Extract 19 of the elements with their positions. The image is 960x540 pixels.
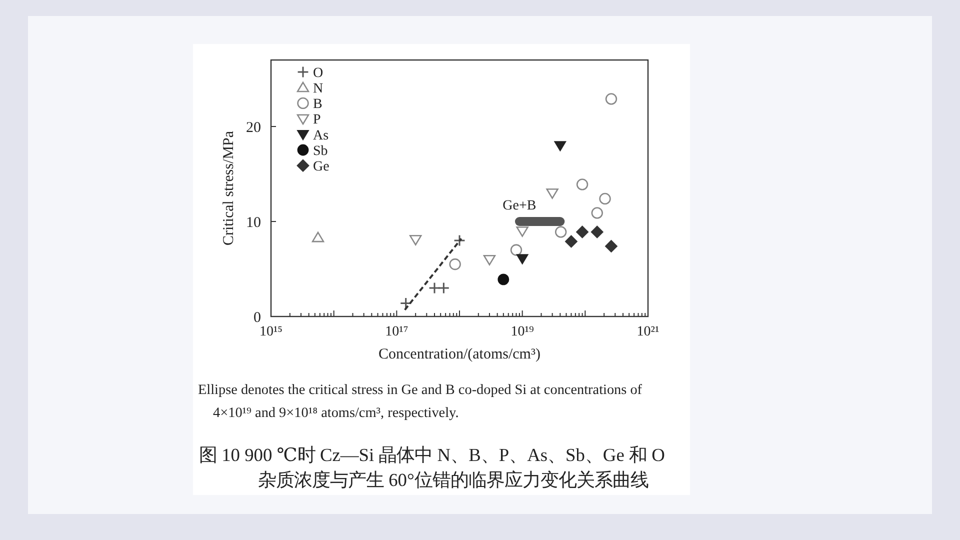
y-tick-label: 20 (246, 120, 261, 136)
y-tick-label: 0 (254, 310, 261, 326)
x-tick-label: 10²¹ (636, 324, 660, 340)
legend-label: N (313, 82, 324, 96)
x-axis-title: Concentration/(atoms/cm³) (378, 346, 540, 362)
caption: 图 10 900 ℃时 Cz—Si 晶体中 N、B、P、As、Sb、Ge 和 O 杂质浓度与产生 60°位错的临界应力变化关系曲线 (199, 444, 666, 492)
y-tick-label: 10 (246, 214, 261, 231)
y-axis-title: Critical stress/MPa (221, 130, 237, 246)
legend-label: As (313, 128, 329, 144)
legend-label: O (313, 66, 324, 81)
legend-label: Ge (313, 160, 330, 174)
x-tick-label: 10¹⁹ (510, 324, 534, 340)
legend-label: P (313, 112, 321, 128)
x-tick-label: 10¹⁵ (259, 324, 283, 340)
legend-label: Sb (313, 144, 328, 159)
series-label: Ge+B (502, 198, 536, 214)
legend-label: B (313, 97, 322, 112)
text: Ellipse denotes the critical stress in Ge and B co-doped Si at concentrations of 4×10¹⁹ and 9×10¹⁸ atoms/cm³, respectively. (198, 380, 644, 422)
x-tick-label: 10¹⁷ (385, 324, 408, 340)
